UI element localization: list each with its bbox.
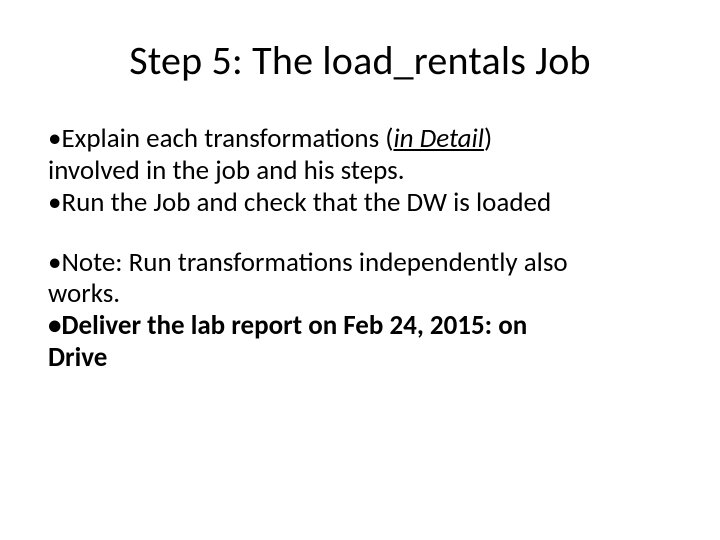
- bullet-3-cont: works.: [48, 278, 672, 310]
- bullet-marker: •: [48, 122, 61, 155]
- bullet-1-post: ): [484, 122, 492, 155]
- bullet-group-1: •Explain each transformations (in Detail…: [48, 123, 672, 219]
- slide-container: Step 5: The load_rentals Job •Explain ea…: [0, 0, 720, 540]
- bullet-2: •Run the Job and check that the DW is lo…: [48, 187, 672, 219]
- bullet-2-text: Run the Job and check that the DW is loa…: [61, 186, 551, 219]
- bullet-1-pre: Explain each transformations (: [61, 122, 393, 155]
- slide-title: Step 5: The load_rentals Job: [48, 36, 672, 85]
- bullet-4: •Deliver the lab report on Feb 24, 2015:…: [48, 310, 672, 342]
- bullet-marker: •: [48, 186, 61, 219]
- bullet-4-text: Deliver the lab report on Feb 24, 2015: …: [61, 309, 527, 342]
- bullet-marker: •: [48, 309, 61, 342]
- bullet-1-cont: involved in the job and his steps.: [48, 155, 672, 187]
- bullet-4-cont: Drive: [48, 342, 672, 374]
- bullet-3-text: Note: Run transformations independently …: [61, 246, 567, 279]
- bullet-1-emph: in Detail: [393, 122, 484, 155]
- bullet-marker: •: [48, 246, 61, 279]
- bullet-group-2: •Note: Run transformations independently…: [48, 247, 672, 374]
- bullet-3: •Note: Run transformations independently…: [48, 247, 672, 279]
- slide-body: •Explain each transformations (in Detail…: [48, 123, 672, 374]
- bullet-1: •Explain each transformations (in Detail…: [48, 123, 672, 155]
